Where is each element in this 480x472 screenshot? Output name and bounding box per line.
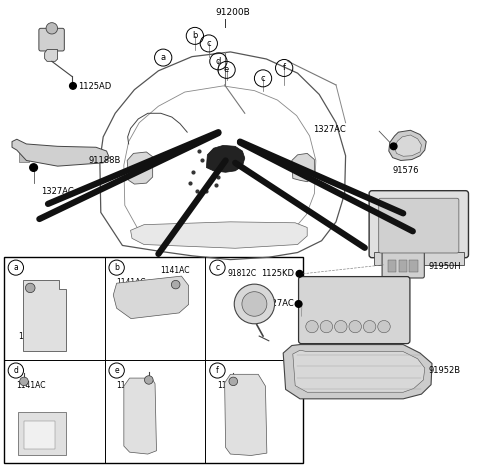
Text: 1141AC: 1141AC [18, 332, 48, 341]
FancyBboxPatch shape [374, 252, 464, 265]
Circle shape [234, 284, 275, 324]
Text: 1125AD: 1125AD [78, 82, 111, 92]
Text: 1141AC: 1141AC [16, 381, 45, 390]
FancyBboxPatch shape [382, 252, 424, 278]
Text: d: d [13, 366, 18, 375]
Text: c: c [216, 263, 219, 272]
Circle shape [378, 320, 390, 333]
Circle shape [363, 320, 376, 333]
Text: 1327AC: 1327AC [313, 125, 346, 134]
Text: c: c [261, 74, 265, 83]
FancyBboxPatch shape [40, 151, 51, 162]
FancyBboxPatch shape [346, 286, 362, 302]
Circle shape [171, 280, 180, 289]
Polygon shape [225, 374, 267, 455]
FancyBboxPatch shape [299, 277, 410, 344]
Text: 91576: 91576 [392, 166, 419, 175]
FancyBboxPatch shape [388, 260, 396, 272]
Text: 1141AC: 1141AC [117, 278, 146, 287]
FancyBboxPatch shape [19, 151, 29, 162]
Text: 91200B: 91200B [216, 8, 250, 17]
Polygon shape [395, 135, 421, 156]
FancyBboxPatch shape [64, 151, 75, 162]
Circle shape [46, 23, 58, 34]
Text: 1327AC: 1327AC [261, 299, 294, 309]
Polygon shape [113, 276, 189, 319]
Polygon shape [293, 350, 425, 392]
Circle shape [30, 164, 37, 171]
Polygon shape [45, 50, 58, 61]
Bar [4, 257, 303, 463]
Circle shape [296, 270, 303, 277]
Circle shape [295, 301, 302, 307]
FancyBboxPatch shape [379, 198, 459, 253]
Circle shape [306, 320, 318, 333]
Polygon shape [206, 145, 245, 172]
Polygon shape [292, 153, 314, 182]
FancyBboxPatch shape [18, 412, 66, 455]
Circle shape [70, 83, 76, 89]
Polygon shape [283, 345, 432, 399]
Text: c: c [206, 39, 211, 48]
Text: 1141AC: 1141AC [217, 381, 247, 390]
Text: 1141AC: 1141AC [117, 381, 146, 390]
Circle shape [390, 143, 397, 150]
Circle shape [25, 283, 35, 293]
Text: 91952B: 91952B [428, 365, 460, 375]
FancyBboxPatch shape [88, 151, 99, 162]
Text: a: a [161, 53, 166, 62]
Text: e: e [224, 65, 229, 75]
Text: d: d [216, 57, 221, 66]
Circle shape [335, 320, 347, 333]
Text: f: f [283, 63, 286, 73]
FancyBboxPatch shape [399, 260, 407, 272]
Circle shape [144, 376, 153, 384]
Text: 91950H: 91950H [428, 262, 461, 271]
Text: 91812C: 91812C [227, 269, 256, 278]
Text: 91188B: 91188B [89, 156, 121, 165]
Polygon shape [131, 222, 307, 248]
Polygon shape [389, 130, 426, 160]
Circle shape [20, 377, 28, 386]
Text: b: b [192, 31, 198, 41]
FancyBboxPatch shape [369, 191, 468, 258]
FancyBboxPatch shape [308, 286, 324, 302]
FancyBboxPatch shape [308, 304, 324, 320]
FancyBboxPatch shape [327, 304, 343, 320]
Circle shape [242, 292, 267, 316]
FancyBboxPatch shape [346, 304, 362, 320]
Polygon shape [127, 152, 153, 184]
Text: e: e [114, 366, 119, 375]
Circle shape [320, 320, 333, 333]
FancyBboxPatch shape [39, 28, 64, 51]
FancyBboxPatch shape [409, 260, 418, 272]
Text: 1125KD: 1125KD [261, 269, 294, 278]
Text: a: a [13, 263, 18, 272]
FancyBboxPatch shape [327, 286, 343, 302]
Circle shape [349, 320, 361, 333]
Text: 1327AC: 1327AC [41, 186, 73, 196]
Polygon shape [124, 378, 156, 454]
Polygon shape [23, 280, 66, 351]
Text: b: b [114, 263, 119, 272]
Circle shape [229, 377, 238, 386]
FancyBboxPatch shape [24, 421, 55, 449]
Text: 1141AC: 1141AC [160, 266, 189, 275]
Polygon shape [12, 139, 109, 166]
Text: f: f [216, 366, 219, 375]
